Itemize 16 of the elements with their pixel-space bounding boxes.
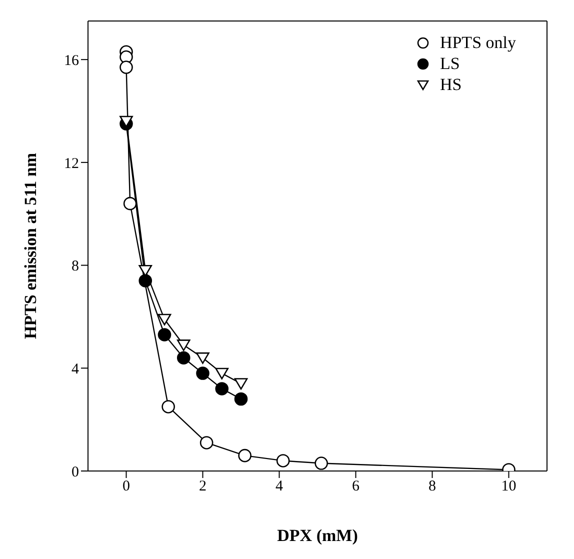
y-tick-label: 16 xyxy=(64,52,80,69)
x-tick-label: 0 xyxy=(122,478,130,495)
y-tick-label: 12 xyxy=(64,156,79,172)
y-axis-title: HPTS emission at 511 nm xyxy=(21,152,40,340)
x-tick-label: 10 xyxy=(501,478,516,495)
x-axis-title: DPX (mM) xyxy=(277,526,358,546)
legend-label: HS xyxy=(440,74,462,95)
x-tick-label: 2 xyxy=(199,478,206,495)
y-tick-label: 0 xyxy=(72,464,79,480)
x-tick-label: 4 xyxy=(276,478,284,495)
y-tick-label: 8 xyxy=(72,258,79,275)
legend-label: HPTS only xyxy=(440,32,516,53)
x-tick-label: 8 xyxy=(428,478,436,495)
x-tick-label: 6 xyxy=(352,478,360,495)
y-tick-label: 4 xyxy=(72,361,80,378)
legend-label: LS xyxy=(440,53,460,74)
